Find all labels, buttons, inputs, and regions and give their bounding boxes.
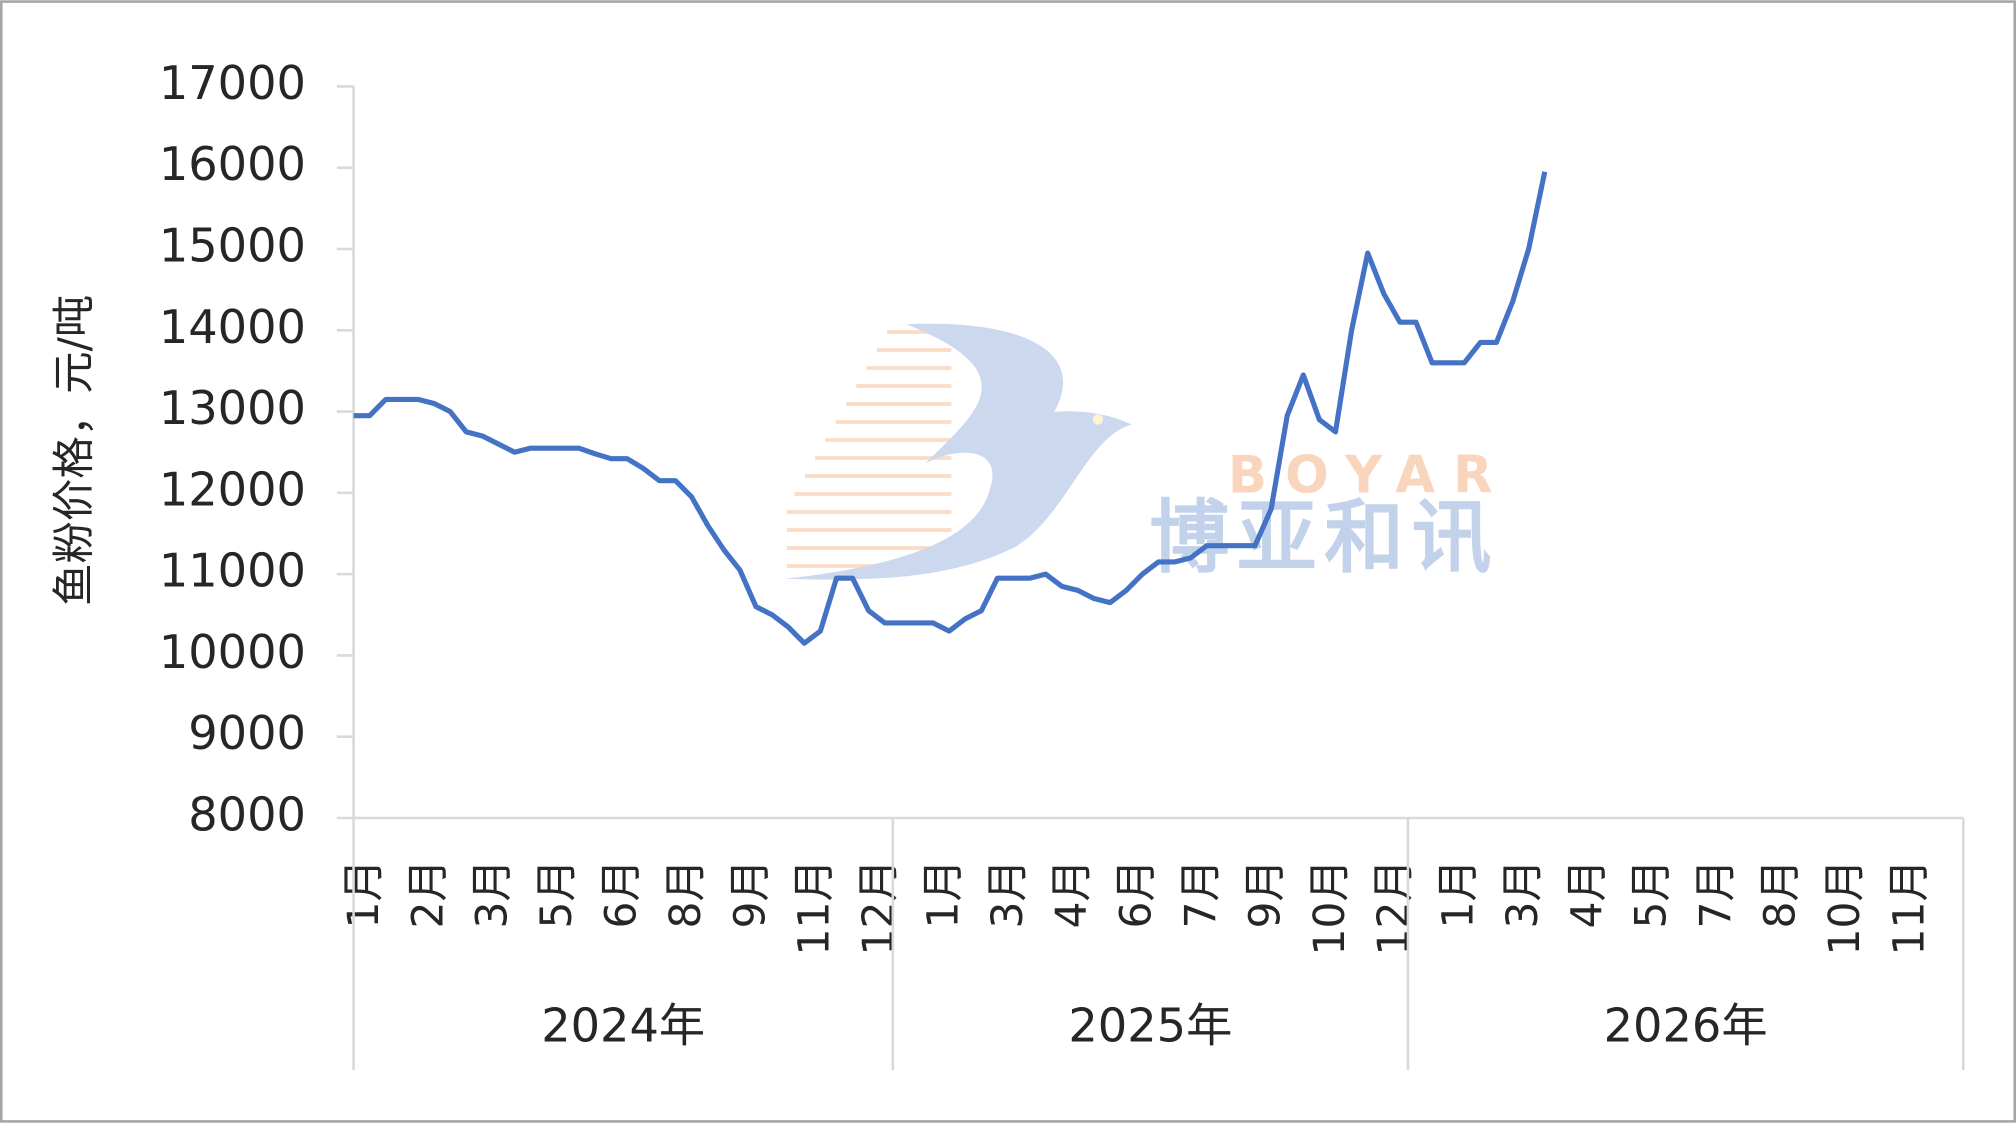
x-tick-label: 7月 bbox=[1692, 859, 1741, 928]
x-group-label: 2024年 bbox=[541, 998, 705, 1052]
y-tick-label: 10000 bbox=[159, 625, 306, 679]
y-tick-label: 11000 bbox=[159, 544, 306, 598]
x-tick-label: 10月 bbox=[1306, 859, 1355, 955]
x-tick-label: 3月 bbox=[984, 859, 1033, 928]
x-tick-label: 5月 bbox=[533, 859, 582, 928]
x-tick-label: 7月 bbox=[1177, 859, 1226, 928]
x-tick-label: 12月 bbox=[855, 859, 904, 955]
y-axis-title: 鱼粉价格，元/吨 bbox=[51, 295, 100, 606]
y-tick-label: 15000 bbox=[159, 218, 306, 272]
x-tick-label: 4月 bbox=[1563, 859, 1612, 928]
x-tick-label: 10月 bbox=[1821, 859, 1870, 955]
x-tick-label: 9月 bbox=[726, 859, 775, 928]
x-group-label: 2025年 bbox=[1068, 998, 1232, 1052]
x-tick-label: 2月 bbox=[404, 859, 453, 928]
y-tick-label: 14000 bbox=[159, 300, 306, 354]
y-tick-label: 12000 bbox=[159, 462, 306, 516]
x-tick-label: 9月 bbox=[1241, 859, 1290, 928]
watermark-text: 博亚和讯 bbox=[1149, 491, 1499, 584]
x-tick-label: 3月 bbox=[469, 859, 518, 928]
watermark-logo bbox=[784, 323, 1132, 580]
y-tick-label: 17000 bbox=[159, 56, 306, 110]
data-line bbox=[353, 171, 1548, 646]
x-tick-label: 1月 bbox=[340, 859, 389, 928]
x-tick-label: 11月 bbox=[1885, 859, 1934, 955]
x-group-label: 2026年 bbox=[1604, 998, 1768, 1052]
x-tick-label: 1月 bbox=[1435, 859, 1484, 928]
x-tick-label: 6月 bbox=[1113, 859, 1162, 928]
y-tick-label: 8000 bbox=[188, 788, 306, 842]
x-tick-label: 1月 bbox=[919, 859, 968, 928]
x-tick-label: 11月 bbox=[791, 859, 840, 955]
y-tick-label: 16000 bbox=[159, 137, 306, 191]
x-tick-label: 8月 bbox=[1756, 859, 1805, 928]
x-tick-label: 3月 bbox=[1499, 859, 1548, 928]
x-tick-label: 12月 bbox=[1370, 859, 1419, 955]
y-tick-label: 13000 bbox=[159, 381, 306, 435]
x-tick-label: 8月 bbox=[662, 859, 711, 928]
y-tick-label: 9000 bbox=[188, 706, 306, 760]
x-tick-label: 6月 bbox=[597, 859, 646, 928]
x-tick-label: 4月 bbox=[1048, 859, 1097, 928]
x-tick-label: 5月 bbox=[1628, 859, 1677, 928]
